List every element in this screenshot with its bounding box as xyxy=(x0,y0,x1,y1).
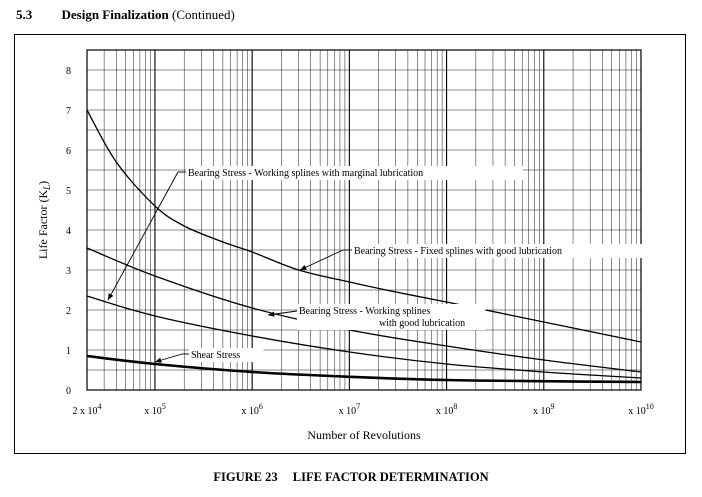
annotation-shear-label: Shear Stress xyxy=(191,350,240,361)
section-title: Design Finalization xyxy=(61,7,169,22)
annotation-fixed-label: Bearing Stress - Fixed splines with good… xyxy=(354,246,562,257)
page-header: 5.3 Design Finalization (Continued) xyxy=(16,7,235,23)
x-tick-label: 2 x 104 xyxy=(73,402,102,417)
figure-frame xyxy=(14,34,686,454)
arrow-marginal xyxy=(107,171,179,301)
annotation-fixed-label-bg xyxy=(352,244,655,258)
annotation-marginal-label: Bearing Stress - Working splines with ma… xyxy=(188,168,423,179)
series-line-shear-stress xyxy=(86,354,642,384)
figure-caption: FIGURE 23 LIFE FACTOR DETERMINATION xyxy=(0,470,702,485)
plot-area xyxy=(86,49,642,391)
x-axis-label: Number of Revolutions xyxy=(307,428,421,442)
x-tick-label: x 105 xyxy=(144,402,166,417)
y-tick-label: 2 xyxy=(66,306,71,317)
y-axis-label: Life Factor (KL) xyxy=(36,181,52,259)
x-tick-label: x 1010 xyxy=(628,402,654,417)
x-tick-label: x 106 xyxy=(241,402,263,417)
y-tick-label: 5 xyxy=(66,186,71,197)
annotation-marginal-label-bg xyxy=(186,166,523,180)
y-tick-label: 1 xyxy=(66,346,71,357)
y-tick-label: 8 xyxy=(66,66,71,77)
x-tick-label: x 108 xyxy=(436,402,458,417)
annotation-good-label: Bearing Stress - Working splines xyxy=(299,306,430,317)
arrow-good xyxy=(267,310,298,317)
y-tick-label: 0 xyxy=(66,386,71,397)
x-tick-label: x 109 xyxy=(533,402,555,417)
annotation-shear-label-bg xyxy=(189,348,264,362)
annotation-good-label-bg xyxy=(297,304,486,330)
figure-title: LIFE FACTOR DETERMINATION xyxy=(292,470,489,484)
annotation-good-label: with good lubrication xyxy=(379,318,465,329)
y-tick-label: 3 xyxy=(66,266,71,277)
y-tick-label: 6 xyxy=(66,146,71,157)
arrow-shear xyxy=(154,353,183,363)
arrow-fixed xyxy=(299,249,344,271)
figure-number: FIGURE 23 xyxy=(213,470,278,484)
section-continued: (Continued) xyxy=(172,7,235,22)
y-tick-label: 4 xyxy=(66,226,71,237)
section-number: 5.3 xyxy=(16,7,33,22)
y-tick-label: 7 xyxy=(66,106,71,117)
series-line-bearing-stress-working-splines-with-good-lubrication xyxy=(86,295,642,379)
x-tick-label: x 107 xyxy=(339,402,361,417)
